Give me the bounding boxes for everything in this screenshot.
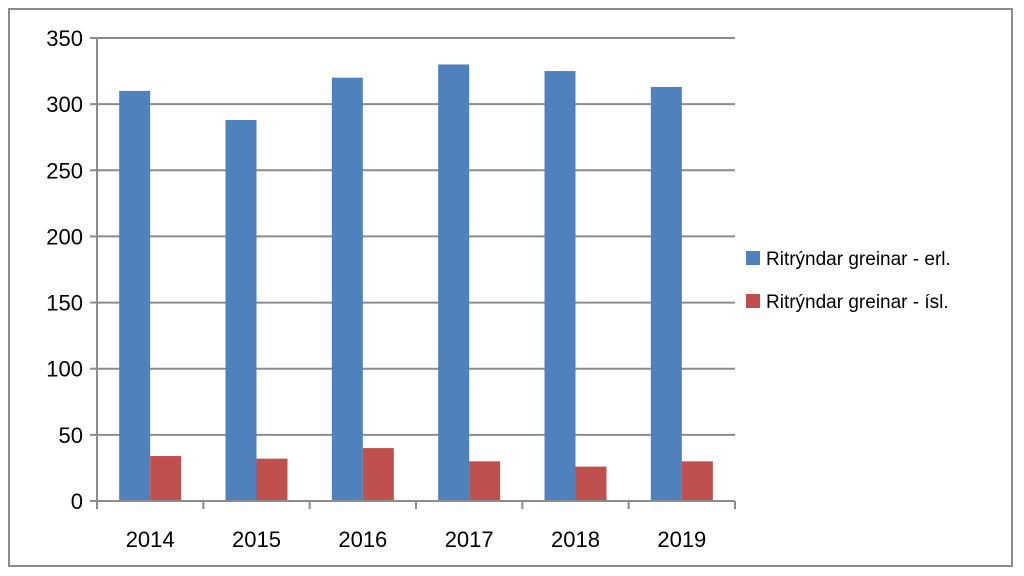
x-tick-label: 2019	[657, 527, 706, 552]
y-tick-label: 300	[46, 92, 83, 117]
bar-2017-isl	[469, 461, 501, 501]
x-tick-label: 2018	[551, 527, 600, 552]
bar-2019-isl	[681, 461, 713, 501]
x-axis-tick-labels: 2014 2015 2016 2017 2018 2019	[126, 527, 707, 552]
bar-2016-erl	[331, 77, 363, 501]
y-tick-label: 200	[46, 224, 83, 249]
bar-2014-isl	[150, 456, 182, 501]
y-tick-label: 100	[46, 357, 83, 382]
y-tick-label: 150	[46, 291, 83, 316]
y-tick-label: 50	[59, 423, 83, 448]
x-tick-label: 2015	[232, 527, 281, 552]
y-tick-label: 0	[71, 489, 83, 514]
x-tick-label: 2017	[445, 527, 494, 552]
legend-swatch	[746, 251, 760, 265]
bar-2018-isl	[575, 466, 607, 501]
bar-2018-erl	[544, 71, 576, 502]
legend-label: Ritrýndar greinar - ísl.	[766, 292, 949, 313]
x-tick-label: 2014	[126, 527, 175, 552]
bar-2014-erl	[119, 90, 151, 502]
gridlines	[97, 37, 735, 436]
bars	[119, 64, 713, 502]
bar-2019-erl	[650, 86, 682, 502]
bar-2015-erl	[225, 120, 257, 501]
bar-2015-isl	[256, 458, 288, 501]
y-tick-label: 350	[46, 26, 83, 51]
legend-label: Ritrýndar greinar - erl.	[766, 249, 951, 270]
bar-2017-erl	[438, 64, 470, 501]
x-tick-label: 2016	[338, 527, 387, 552]
y-tick-label: 250	[46, 158, 83, 183]
legend-swatch	[746, 294, 760, 308]
legend: Ritrýndar greinar - erl. Ritrýndar greina…	[746, 249, 951, 313]
axes	[90, 37, 736, 509]
y-axis-tick-labels: 0 50 100 150 200 250 300 350	[46, 26, 83, 514]
bar-2016-isl	[362, 448, 394, 501]
